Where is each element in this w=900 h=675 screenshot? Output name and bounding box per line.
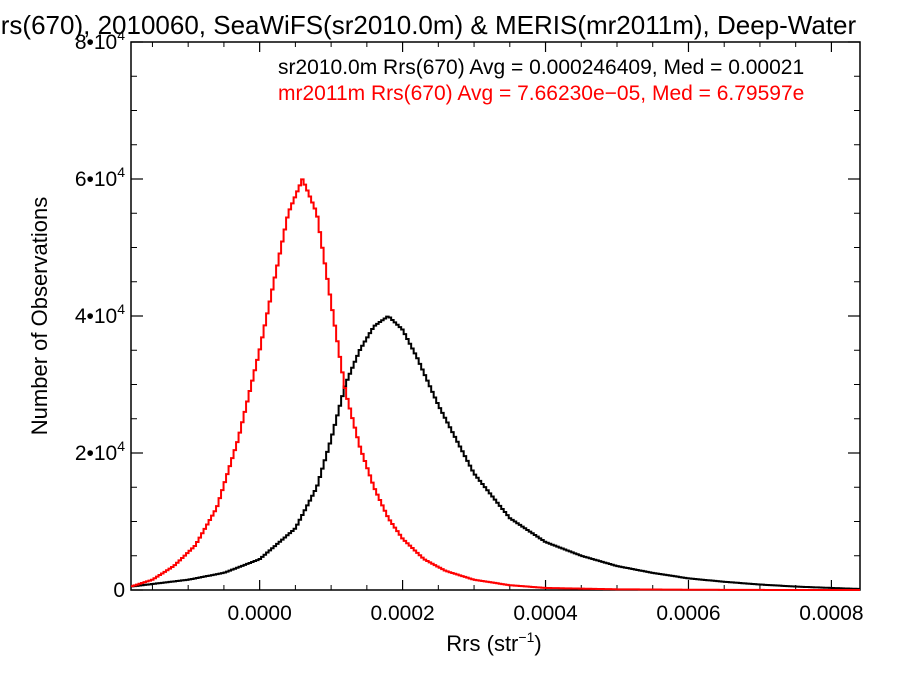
y-tick-label-2: 4•104 [75,301,125,328]
y-tick-label-0: 0 [113,579,125,602]
x-tick-label-1: 0.0002 [370,602,434,625]
x-axis-label-main: Rrs (str [446,631,518,656]
y-tick-label-1: 2•104 [75,438,125,465]
x-axis-label-exponent: −1 [518,629,534,645]
x-tick-label-3: 0.0006 [656,602,720,625]
chart-title: Rrs(670), 2010060, SeaWiFS(sr2010.0m) & … [0,10,857,40]
x-axis-label: Rrs (str−1) [446,629,541,656]
series-line-mr2011m [131,178,860,591]
y-axis-label: Number of Observations [27,197,52,435]
x-axis-label-close: ) [534,631,541,656]
y-tick-label-3: 6•104 [75,164,125,191]
x-tick-label-4: 0.0008 [799,602,863,625]
series-layer [131,178,860,591]
x-tick-label-2: 0.0004 [513,602,578,625]
series-line-sr2010.0m [131,315,860,590]
y-tick-label-4: 8•104 [75,27,125,54]
axis-ticks [131,41,860,591]
legend-entry-sr2010: sr2010.0m Rrs(670) Avg = 0.000246409, Me… [278,56,804,79]
plot-frame [130,41,861,591]
tick-labels: 0.0000 0.0002 0.0004 0.0006 0.0008 0 2•104 4•10… [75,27,864,625]
x-tick-label-0: 0.0000 [228,602,292,625]
legend-entry-mr2011: mr2011m Rrs(670) Avg = 7.66230e−05, Med … [278,82,804,105]
